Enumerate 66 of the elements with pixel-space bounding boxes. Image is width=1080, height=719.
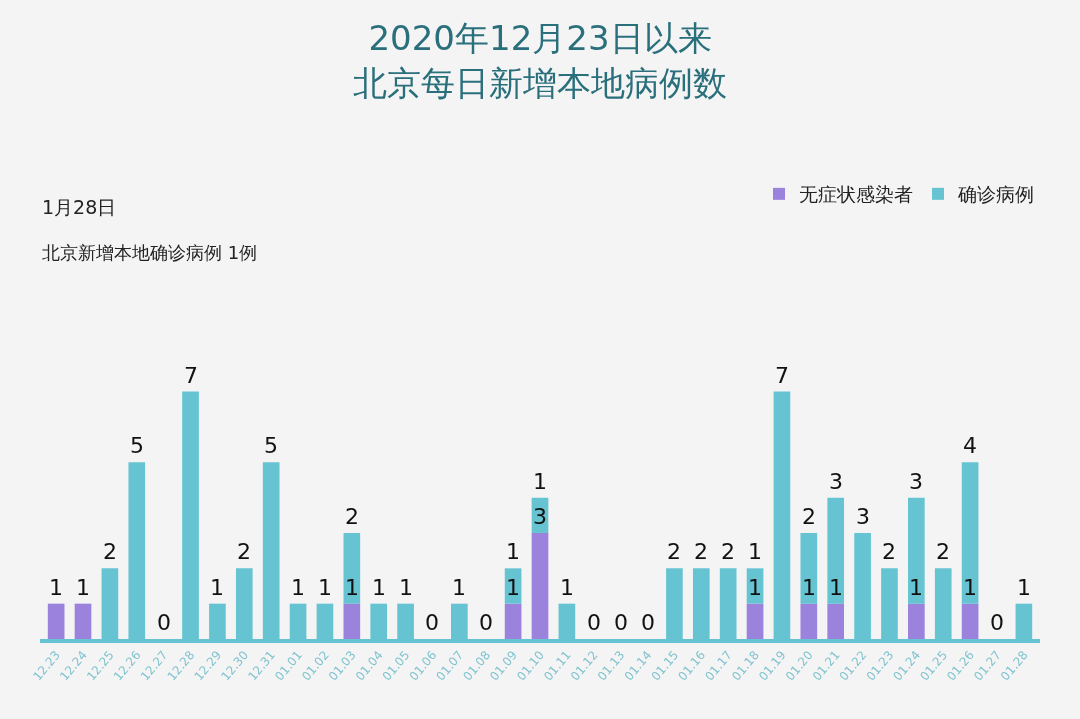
text: 1月28日 <box>42 196 117 218</box>
data-label: 1 <box>1017 575 1031 600</box>
data-label: 3 <box>533 504 547 529</box>
data-label: 0 <box>157 610 171 635</box>
data-label: 2 <box>237 539 251 564</box>
data-label: 1 <box>452 575 466 600</box>
bar <box>800 603 818 639</box>
data-label: 1 <box>829 575 843 600</box>
chart-subtitle: 北京每日新增本地病例数 <box>353 62 727 103</box>
data-label: 1 <box>802 575 816 600</box>
data-label: 0 <box>641 610 655 635</box>
data-label: 2 <box>345 504 359 529</box>
data-label: 1 <box>506 539 520 564</box>
data-label: 5 <box>130 433 144 458</box>
bar <box>961 462 979 604</box>
data-label: 1 <box>49 575 63 600</box>
bar <box>343 603 361 639</box>
data-label: 7 <box>184 363 198 388</box>
data-label: 2 <box>721 539 735 564</box>
data-label: 1 <box>76 575 90 600</box>
data-label: 1 <box>748 539 762 564</box>
data-label: 1 <box>909 575 923 600</box>
bar <box>827 497 845 604</box>
data-label: 2 <box>882 539 896 564</box>
data-label: 3 <box>856 504 870 529</box>
data-label: 0 <box>587 610 601 635</box>
bar <box>74 603 92 639</box>
bar <box>908 497 925 604</box>
data-label: 0 <box>479 610 493 635</box>
data-label: 1 <box>963 575 977 600</box>
data-label: 1 <box>210 575 224 600</box>
bar <box>961 603 979 639</box>
data-label: 1 <box>506 575 520 600</box>
data-label: 0 <box>990 610 1004 635</box>
data-label: 1 <box>748 575 762 600</box>
data-label: 1 <box>372 575 386 600</box>
data-label: 2 <box>936 539 950 564</box>
data-label: 0 <box>614 610 628 635</box>
bar <box>531 532 549 639</box>
legend-label: 无症状感染者 <box>799 183 913 206</box>
bar <box>343 532 361 604</box>
legend-label: 确诊病例 <box>957 183 1034 206</box>
chart-title: 2020年12月23日以来 <box>368 18 712 59</box>
data-label: 1 <box>318 575 332 600</box>
data-label: 2 <box>103 539 117 564</box>
data-label: 1 <box>399 575 413 600</box>
bar <box>908 603 925 639</box>
data-label: 5 <box>264 433 278 458</box>
text: 北京新增本地确诊病例 1例 <box>42 242 258 263</box>
data-label: 7 <box>775 363 789 388</box>
data-label: 1 <box>533 469 547 494</box>
data-label: 2 <box>694 539 708 564</box>
data-label: 1 <box>291 575 305 600</box>
bar <box>827 603 845 639</box>
data-label: 1 <box>345 575 359 600</box>
data-label: 3 <box>829 469 843 494</box>
data-label: 2 <box>802 504 816 529</box>
data-label: 2 <box>667 539 681 564</box>
bar <box>504 603 522 639</box>
data-label: 4 <box>963 433 977 458</box>
data-label: 1 <box>560 575 574 600</box>
data-label: 0 <box>425 610 439 635</box>
data-label: 3 <box>909 469 923 494</box>
bar <box>800 532 818 604</box>
bar <box>746 603 764 639</box>
bar <box>47 603 65 639</box>
